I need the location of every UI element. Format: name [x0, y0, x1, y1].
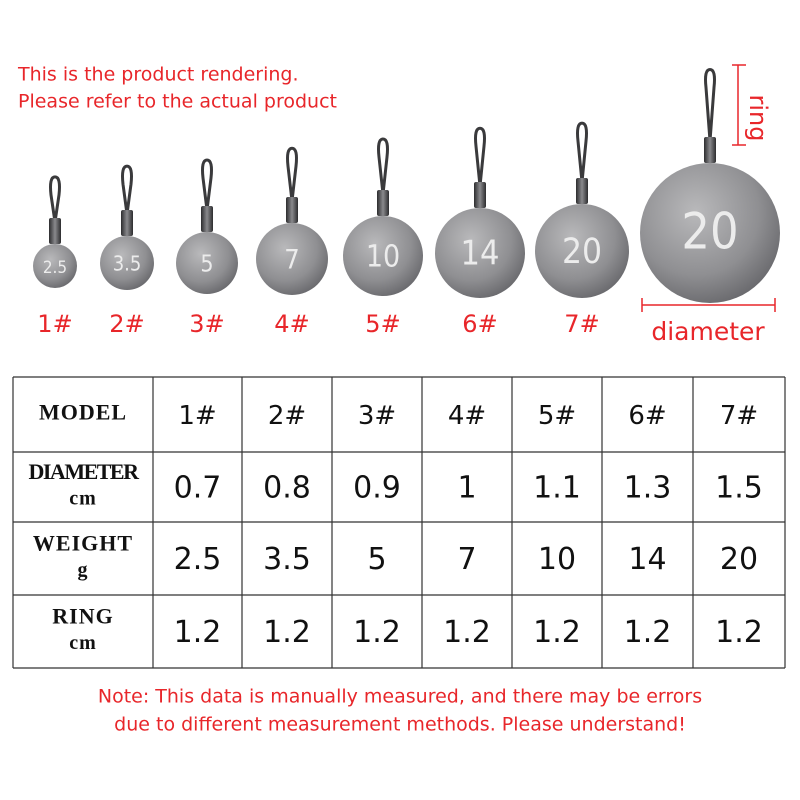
- cell: 7#: [720, 401, 758, 431]
- hook: [704, 67, 716, 142]
- cell: 1.2: [443, 615, 491, 650]
- weight-label: 2.5: [43, 258, 67, 278]
- cell: 3#: [358, 401, 396, 431]
- hook: [377, 137, 389, 195]
- sleeve: [704, 137, 716, 163]
- notice-line: Please refer to the actual product: [18, 91, 337, 113]
- sinker: [100, 236, 154, 290]
- cell: 20: [720, 542, 758, 577]
- sleeve: [377, 190, 389, 216]
- model-label: 4#: [274, 310, 309, 338]
- products: 2.5 1# 3.5 2# 5 3# 7 4# 10 5# 14 6# 20 7# 20 ring diamet…: [33, 64, 780, 346]
- cell: 2#: [268, 401, 306, 431]
- sinker: [535, 204, 629, 298]
- cell: 1.2: [174, 615, 222, 650]
- row-header: cm: [69, 632, 97, 654]
- note-line: Note: This data is manually measured, an…: [98, 686, 702, 708]
- row-header: g: [78, 559, 89, 581]
- model-label: 3#: [189, 310, 224, 338]
- model-label: 2#: [109, 310, 144, 338]
- cell: 0.9: [353, 471, 401, 506]
- sleeve: [474, 182, 486, 208]
- weight-label: 3.5: [113, 252, 142, 276]
- diameter-label: diameter: [651, 317, 765, 346]
- sinker: [435, 208, 525, 298]
- weight-label: 20: [562, 232, 602, 272]
- notice-line: This is the product rendering.: [17, 64, 299, 86]
- sleeve: [286, 197, 298, 223]
- cell: 1.1: [533, 471, 581, 506]
- cell: 1.2: [533, 615, 581, 650]
- cell: 1.2: [353, 615, 401, 650]
- weight-label: 20: [681, 203, 738, 261]
- cell: 7: [457, 542, 476, 577]
- cell: 5: [367, 542, 386, 577]
- cell: 5#: [538, 401, 576, 431]
- row-header: DIAMETER: [28, 459, 140, 484]
- weight-label: 7: [284, 245, 299, 276]
- row-header: MODEL: [39, 400, 127, 425]
- cell: 1.2: [715, 615, 763, 650]
- cell: 1.5: [715, 471, 763, 506]
- cell: 2.5: [174, 542, 222, 577]
- hook: [49, 175, 61, 223]
- ring-label: ring: [744, 95, 772, 142]
- spec-table: MODEL 1# 2# 3# 4# 5# 6# 7# DIAMETER cm 0.7 0.8 0.9 1 1…: [12, 376, 786, 669]
- cell: 0.7: [174, 471, 222, 506]
- note-line: due to different measurement methods. Pl…: [114, 714, 686, 736]
- cell: 14: [628, 542, 666, 577]
- hook: [474, 126, 486, 187]
- sinker: [256, 223, 328, 295]
- weight-label: 5: [200, 252, 213, 278]
- cell: 6#: [628, 401, 666, 431]
- cell: 1.3: [624, 471, 672, 506]
- cell: 0.8: [263, 471, 311, 506]
- sleeve: [201, 206, 213, 232]
- sleeve: [576, 178, 588, 204]
- sleeve: [49, 218, 61, 244]
- sinker: [33, 244, 77, 288]
- sinker: [343, 216, 423, 296]
- model-label: 5#: [365, 310, 400, 338]
- cell: 1: [457, 471, 476, 506]
- model-label: 1#: [37, 310, 72, 338]
- cell: 10: [538, 542, 576, 577]
- sinker: [640, 163, 780, 303]
- row-header: WEIGHT: [33, 531, 133, 556]
- cell: 1.2: [263, 615, 311, 650]
- weight-label: 14: [461, 234, 500, 274]
- hook: [576, 121, 588, 183]
- model-label: 7#: [564, 310, 599, 338]
- sinker: [176, 232, 238, 294]
- row-header: cm: [69, 488, 97, 510]
- sleeve: [121, 210, 133, 236]
- model-label: 6#: [462, 310, 497, 338]
- row-header: RING: [52, 604, 113, 629]
- hook: [201, 158, 213, 211]
- cell: 3.5: [263, 542, 311, 577]
- cell: 1.2: [624, 615, 672, 650]
- weight-label: 10: [366, 240, 400, 275]
- hook: [121, 164, 133, 215]
- cell: 4#: [448, 401, 486, 431]
- cell: 1#: [178, 401, 216, 431]
- hook: [286, 146, 298, 202]
